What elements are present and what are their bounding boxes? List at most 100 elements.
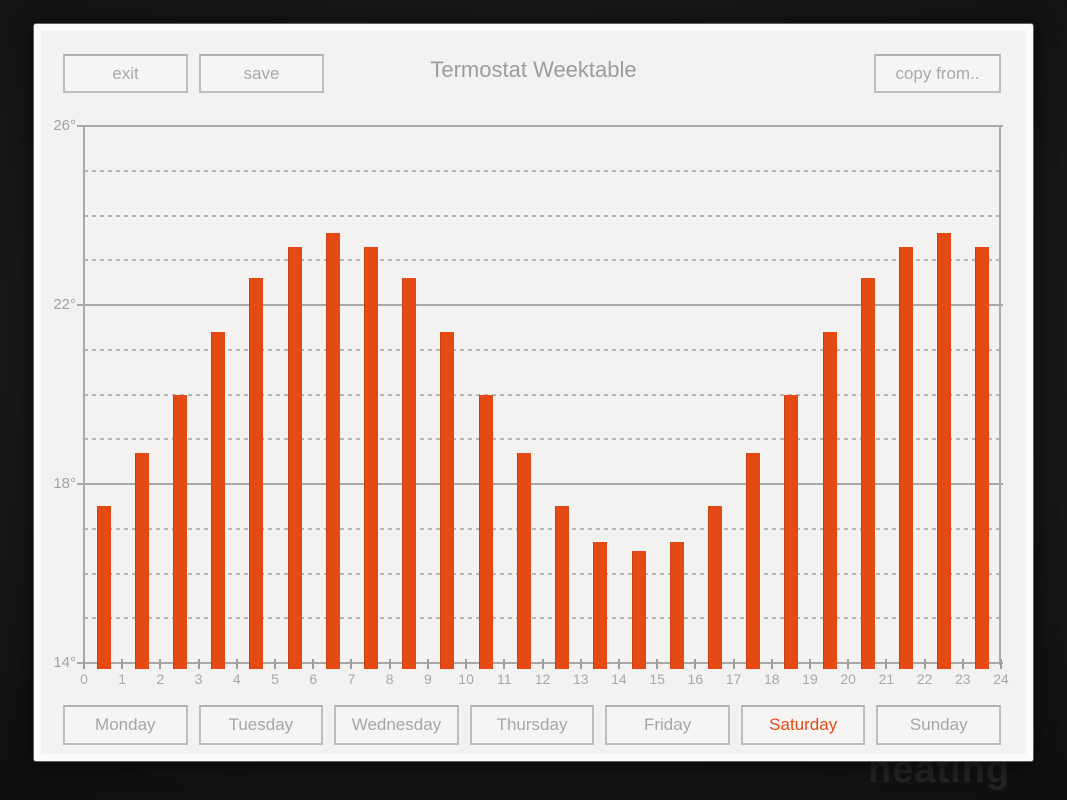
temp-bar-hour-13[interactable] — [593, 542, 608, 669]
day-tab-monday[interactable]: Monday — [63, 705, 188, 745]
x-axis-tick — [770, 659, 773, 669]
temp-bar-hour-17[interactable] — [746, 452, 761, 669]
day-tab-thursday[interactable]: Thursday — [469, 705, 595, 745]
x-axis-tick — [235, 659, 238, 669]
x-tick-label: 22 — [916, 671, 933, 687]
temp-bar-hour-11[interactable] — [516, 452, 531, 669]
minor-gridline — [84, 527, 999, 530]
x-tick-label: 19 — [802, 671, 818, 687]
x-tick-label: 9 — [423, 671, 432, 687]
temp-bar-hour-3[interactable] — [211, 331, 226, 669]
temp-bar-hour-10[interactable] — [478, 394, 493, 669]
x-axis-tick — [159, 659, 162, 669]
x-tick-label: 13 — [572, 671, 589, 687]
temp-bar-hour-12[interactable] — [555, 506, 570, 669]
x-axis-tick — [312, 659, 315, 669]
y-axis-label: 18° — [53, 475, 76, 492]
major-gridline — [77, 125, 1003, 127]
temp-bar-hour-18[interactable] — [784, 394, 799, 669]
x-axis-tick — [197, 659, 200, 669]
x-tick-label: 5 — [271, 671, 279, 687]
x-axis-tick — [274, 659, 277, 669]
major-gridline — [77, 662, 1003, 664]
temp-bar-hour-6[interactable] — [325, 233, 340, 669]
x-tick-label: 2 — [156, 671, 165, 687]
x-axis-tick — [541, 659, 544, 669]
day-tab-friday[interactable]: Friday — [605, 705, 730, 745]
day-tab-sunday[interactable]: Sunday — [876, 705, 1002, 745]
x-tick-label: 8 — [385, 671, 394, 687]
x-axis-tick — [732, 659, 735, 669]
x-tick-label: 21 — [878, 671, 895, 687]
y-axis-label: 14° — [53, 654, 76, 671]
temp-bar-hour-16[interactable] — [707, 506, 722, 669]
day-tab-wednesday[interactable]: Wednesday — [334, 705, 459, 745]
temp-bar-hour-4[interactable] — [249, 278, 264, 669]
x-axis-tick — [388, 659, 391, 669]
temp-bar-hour-15[interactable] — [669, 542, 684, 669]
x-tick-label: 14 — [611, 671, 627, 687]
x-tick-label: 10 — [458, 671, 474, 687]
x-axis-tick — [121, 659, 124, 669]
minor-gridline — [84, 348, 999, 351]
major-gridline — [77, 483, 1003, 485]
temp-bar-hour-8[interactable] — [402, 278, 417, 669]
x-tick-label: 4 — [232, 671, 241, 687]
x-tick-label: 0 — [80, 671, 88, 687]
x-tick-label: 7 — [347, 671, 356, 687]
x-axis-tick — [847, 659, 850, 669]
save-button-label: save — [243, 63, 280, 83]
x-axis-tick — [579, 659, 582, 669]
x-axis-tick — [426, 659, 429, 669]
minor-gridline — [84, 169, 999, 172]
weektable-chart: 26° 22° 18° 14° 0 1 2 3 4 5 6 7 8 9 10 11 12 13 14 15 16 17 18… — [53, 117, 1008, 687]
temp-bar-hour-5[interactable] — [287, 246, 302, 669]
x-tick-label: 1 — [118, 671, 127, 687]
x-axis-tick — [923, 659, 926, 669]
x-tick-label: 11 — [497, 671, 512, 687]
save-button[interactable]: save — [199, 54, 324, 93]
x-tick-label: 12 — [534, 671, 551, 687]
temp-bar-hour-14[interactable] — [631, 551, 646, 669]
thermostat-weektable-dialog: exit save Termostat Weektable copy from.… — [33, 23, 1034, 762]
temp-bar-hour-1[interactable] — [134, 452, 149, 669]
day-tabs: Monday Tuesday Wednesday Thursday Friday Satu… — [63, 705, 1002, 745]
x-tick-label: 17 — [725, 671, 742, 687]
x-tick-label: 24 — [993, 671, 1009, 687]
y-axis-label: 26° — [53, 117, 76, 134]
minor-gridline — [84, 259, 999, 262]
x-axis-tick — [885, 659, 888, 669]
temp-bar-hour-19[interactable] — [822, 331, 837, 669]
copy-from-button[interactable]: copy from.. — [874, 54, 1001, 93]
x-axis-tick — [694, 659, 697, 669]
minor-gridline — [84, 617, 999, 620]
temp-bar-hour-23[interactable] — [975, 246, 990, 669]
x-tick-label: 16 — [687, 671, 704, 687]
minor-gridline — [84, 393, 999, 396]
minor-gridline — [84, 572, 999, 575]
x-axis-tick — [503, 659, 506, 669]
temp-bar-hour-0[interactable] — [96, 506, 111, 669]
x-tick-label: 6 — [309, 671, 318, 687]
y-axis-label: 22° — [53, 296, 76, 313]
copy-from-button-label: copy from.. — [895, 63, 980, 83]
temp-bar-hour-2[interactable] — [173, 394, 188, 669]
x-tick-label: 18 — [763, 671, 780, 687]
exit-button[interactable]: exit — [63, 54, 188, 93]
temp-bar-hour-9[interactable] — [440, 331, 455, 669]
dialog-panel: exit save Termostat Weektable copy from.… — [41, 31, 1026, 754]
day-tab-saturday[interactable]: Saturday — [740, 705, 866, 745]
temp-bar-hour-22[interactable] — [937, 233, 952, 669]
day-tab-tuesday[interactable]: Tuesday — [198, 705, 324, 745]
temp-bar-hour-7[interactable] — [364, 246, 379, 669]
x-axis-tick — [1000, 659, 1002, 669]
x-tick-label: 23 — [954, 671, 971, 687]
temp-bar-hour-20[interactable] — [860, 278, 875, 669]
minor-gridline — [84, 438, 999, 441]
temp-bar-hour-21[interactable] — [898, 246, 913, 669]
plot-right-border — [999, 125, 1001, 665]
x-axis-tick — [961, 659, 964, 669]
x-axis-tick — [465, 659, 468, 669]
exit-button-label: exit — [112, 63, 139, 83]
x-tick-label: 15 — [649, 671, 665, 687]
